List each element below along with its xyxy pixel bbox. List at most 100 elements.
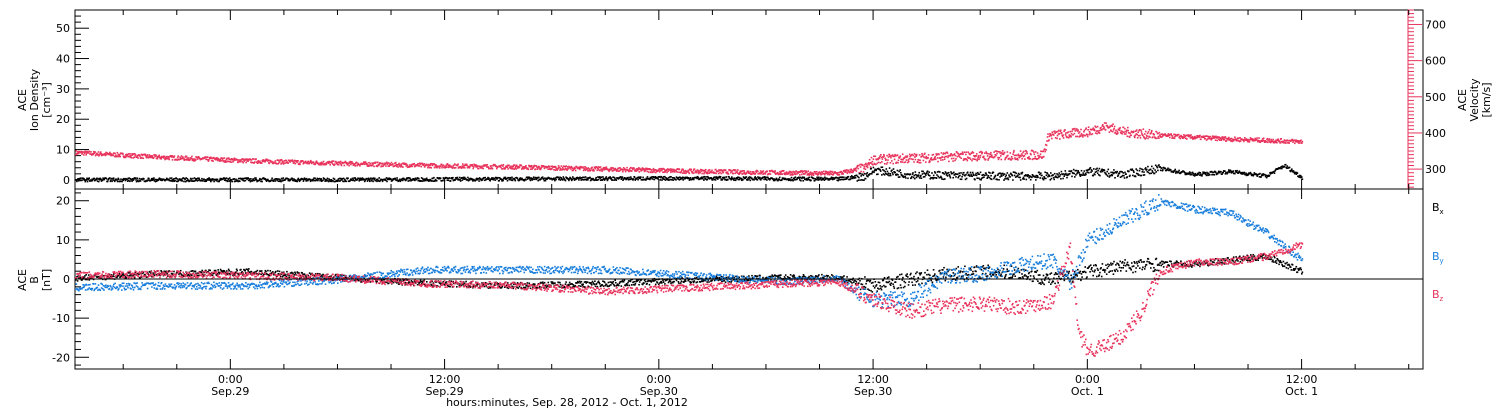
point-density bbox=[790, 179, 792, 182]
point-density bbox=[959, 174, 961, 177]
point-velocity bbox=[1061, 134, 1063, 137]
point-velocity bbox=[1061, 135, 1064, 138]
point-density bbox=[175, 177, 177, 179]
point-density bbox=[787, 178, 789, 180]
point-velocity bbox=[346, 164, 348, 166]
point-density bbox=[921, 170, 923, 173]
point-velocity bbox=[554, 165, 556, 168]
point-velocity bbox=[1082, 136, 1084, 138]
point-velocity bbox=[444, 165, 446, 168]
point-density bbox=[107, 179, 109, 181]
point-velocity bbox=[1119, 127, 1121, 129]
point-velocity bbox=[799, 174, 801, 176]
point-density bbox=[1237, 172, 1239, 174]
point-velocity bbox=[655, 169, 658, 171]
point-velocity bbox=[1024, 153, 1027, 155]
point-density bbox=[661, 179, 663, 181]
point-velocity bbox=[1236, 139, 1239, 142]
point-velocity bbox=[1123, 131, 1125, 134]
point-velocity bbox=[883, 153, 885, 156]
point-velocity bbox=[423, 163, 425, 165]
point-velocity bbox=[1219, 137, 1222, 139]
point-velocity bbox=[1182, 137, 1185, 139]
point-velocity bbox=[717, 172, 720, 175]
point-velocity bbox=[358, 164, 361, 166]
point-velocity bbox=[1190, 134, 1192, 136]
point-velocity bbox=[1214, 139, 1217, 141]
point-velocity bbox=[774, 170, 776, 172]
point-velocity bbox=[536, 168, 539, 170]
point-velocity bbox=[794, 172, 796, 174]
point-density bbox=[462, 176, 465, 179]
point-velocity bbox=[1210, 138, 1213, 141]
point-density bbox=[340, 177, 342, 180]
point-density bbox=[974, 174, 977, 176]
point-velocity bbox=[1085, 128, 1087, 131]
point-velocity bbox=[462, 166, 465, 169]
point-density bbox=[427, 179, 430, 181]
point-density bbox=[136, 179, 139, 181]
point-velocity bbox=[1173, 133, 1175, 136]
point-density bbox=[911, 173, 914, 175]
point-velocity bbox=[268, 162, 271, 165]
point-velocity bbox=[1105, 122, 1107, 124]
point-density bbox=[594, 178, 597, 180]
point-velocity bbox=[639, 168, 642, 171]
point-density bbox=[338, 180, 340, 182]
point-velocity bbox=[500, 164, 503, 166]
point-density bbox=[939, 176, 942, 179]
point-velocity bbox=[855, 170, 858, 172]
point-velocity bbox=[302, 162, 305, 165]
point-velocity bbox=[795, 170, 798, 173]
point-density bbox=[337, 179, 339, 181]
point-velocity bbox=[1087, 129, 1089, 131]
point-velocity bbox=[1050, 134, 1053, 137]
point-density bbox=[703, 179, 705, 181]
point-velocity bbox=[704, 170, 707, 173]
point-velocity bbox=[243, 160, 246, 162]
point-density bbox=[1185, 173, 1188, 176]
point-density bbox=[100, 178, 102, 180]
point-velocity bbox=[1199, 134, 1201, 137]
point-velocity bbox=[862, 171, 865, 173]
point-velocity bbox=[1079, 135, 1082, 138]
point-velocity bbox=[1157, 132, 1159, 135]
point-velocity bbox=[978, 158, 980, 161]
point-velocity bbox=[566, 166, 569, 168]
point-velocity bbox=[1235, 139, 1238, 142]
point-velocity bbox=[265, 158, 267, 161]
point-density bbox=[952, 176, 954, 179]
point-velocity bbox=[291, 159, 294, 161]
point-velocity bbox=[759, 172, 761, 174]
point-velocity bbox=[1047, 133, 1049, 135]
point-density bbox=[930, 177, 933, 179]
point-density bbox=[672, 179, 674, 181]
point-density bbox=[559, 176, 561, 179]
point-velocity bbox=[700, 169, 703, 171]
point-velocity bbox=[1043, 148, 1046, 150]
point-density bbox=[239, 180, 241, 183]
point-velocity bbox=[199, 157, 201, 160]
point-density bbox=[176, 178, 179, 180]
point-density bbox=[773, 178, 775, 180]
point-velocity bbox=[365, 162, 367, 165]
point-velocity bbox=[631, 170, 633, 172]
point-density bbox=[1188, 173, 1190, 175]
point-density bbox=[224, 177, 227, 180]
point-velocity bbox=[1130, 134, 1132, 137]
point-density bbox=[1231, 171, 1234, 174]
point-density bbox=[381, 180, 384, 183]
point-velocity bbox=[179, 156, 181, 159]
point-density bbox=[550, 177, 553, 180]
point-density bbox=[1152, 167, 1155, 170]
point-velocity bbox=[1120, 130, 1123, 132]
point-velocity bbox=[402, 166, 404, 168]
point-density bbox=[179, 178, 182, 181]
point-density bbox=[254, 177, 256, 179]
point-velocity bbox=[1251, 138, 1253, 140]
point-velocity bbox=[419, 162, 421, 165]
point-velocity bbox=[642, 168, 645, 171]
point-density bbox=[1197, 172, 1200, 175]
point-density bbox=[1047, 175, 1049, 178]
point-density bbox=[1095, 170, 1098, 173]
